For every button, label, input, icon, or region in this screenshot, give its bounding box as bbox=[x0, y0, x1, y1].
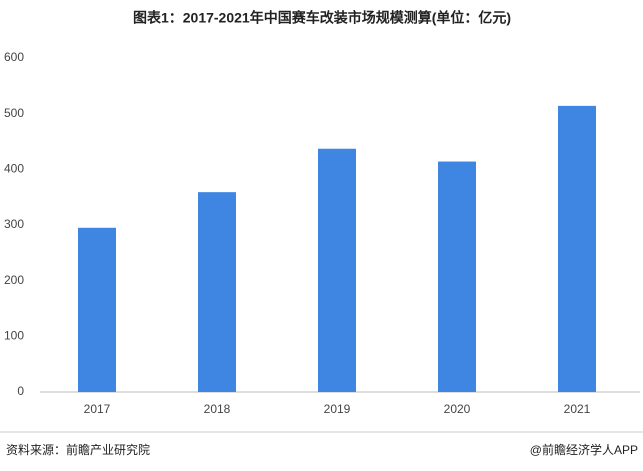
bar bbox=[78, 227, 116, 392]
source-note: 资料来源：前瞻产业研究院 bbox=[6, 442, 150, 457]
y-tick-label: 400 bbox=[4, 162, 24, 176]
y-tick-label: 0 bbox=[17, 384, 24, 398]
bar bbox=[318, 148, 356, 392]
x-tick-label: 2020 bbox=[444, 402, 471, 416]
y-tick-label: 300 bbox=[4, 217, 24, 231]
x-tick-label: 2018 bbox=[204, 402, 231, 416]
y-tick-label: 100 bbox=[4, 329, 24, 343]
x-tick-label: 2017 bbox=[84, 402, 111, 416]
y-tick-label: 200 bbox=[4, 273, 24, 287]
bar bbox=[438, 161, 476, 392]
y-tick-label: 600 bbox=[4, 50, 24, 64]
bar bbox=[198, 192, 236, 392]
x-tick-label: 2019 bbox=[324, 402, 351, 416]
x-tick-label: 2021 bbox=[564, 402, 591, 416]
bar bbox=[558, 105, 596, 392]
y-tick-label: 500 bbox=[4, 106, 24, 120]
chart-title: 图表1：2017-2021年中国赛车改装市场规模测算(单位：亿元) bbox=[133, 10, 511, 26]
credit: @前瞻经济学人APP bbox=[530, 442, 638, 457]
